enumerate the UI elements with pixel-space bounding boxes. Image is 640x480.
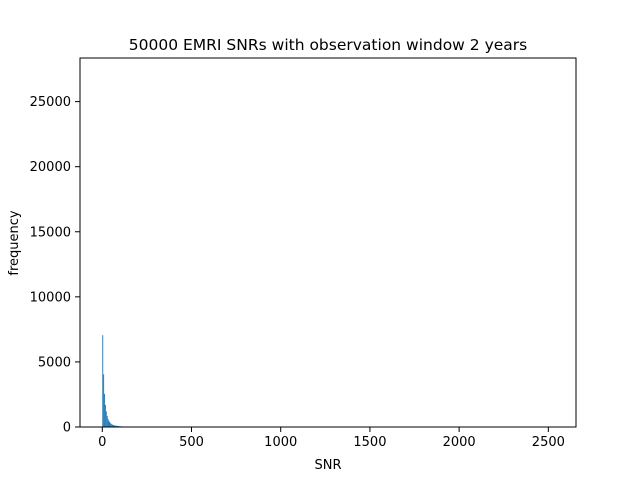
histogram-bar xyxy=(113,425,114,427)
histogram-bar xyxy=(107,418,109,427)
histogram-bar xyxy=(110,423,112,427)
histogram-bar xyxy=(104,404,106,427)
histogram-bar xyxy=(109,422,111,427)
histogram-bar xyxy=(111,424,113,427)
y-tick-label: 15000 xyxy=(30,225,71,240)
histogram-bar xyxy=(112,424,114,427)
histogram-bar xyxy=(105,411,107,427)
y-tick-label: 5000 xyxy=(38,355,71,370)
histogram-bar xyxy=(104,393,105,427)
histogram-bar xyxy=(106,415,108,427)
x-axis-ticks: 0 500 1000 1500 2000 2500 xyxy=(98,427,565,450)
histogram-bar xyxy=(115,425,117,427)
y-tick-label: 10000 xyxy=(30,290,71,305)
y-tick-label: 25000 xyxy=(30,95,71,110)
histogram-bar xyxy=(103,374,105,427)
histogram-bar xyxy=(102,335,104,427)
x-tick-label: 1500 xyxy=(353,435,386,450)
axes-frame xyxy=(79,57,577,428)
x-tick-label: 2000 xyxy=(443,435,476,450)
histogram-bar xyxy=(113,425,115,427)
x-tick-label: 1000 xyxy=(264,435,297,450)
chart-title: 50000 EMRI SNRs with observation window … xyxy=(129,36,527,54)
x-tick-label: 500 xyxy=(179,435,204,450)
y-tick-label: 0 xyxy=(63,421,71,436)
histogram-bar xyxy=(108,420,110,427)
x-tick-label: 2500 xyxy=(532,435,565,450)
histogram-bar xyxy=(116,425,118,427)
x-tick-label: 0 xyxy=(98,435,106,450)
histogram-bar xyxy=(114,425,116,427)
y-tick-label: 20000 xyxy=(30,160,71,175)
y-axis-label: frequency xyxy=(7,210,22,276)
y-axis-ticks: 0 5000 10000 15000 20000 25000 xyxy=(30,95,80,436)
x-axis-label: SNR xyxy=(314,458,341,473)
